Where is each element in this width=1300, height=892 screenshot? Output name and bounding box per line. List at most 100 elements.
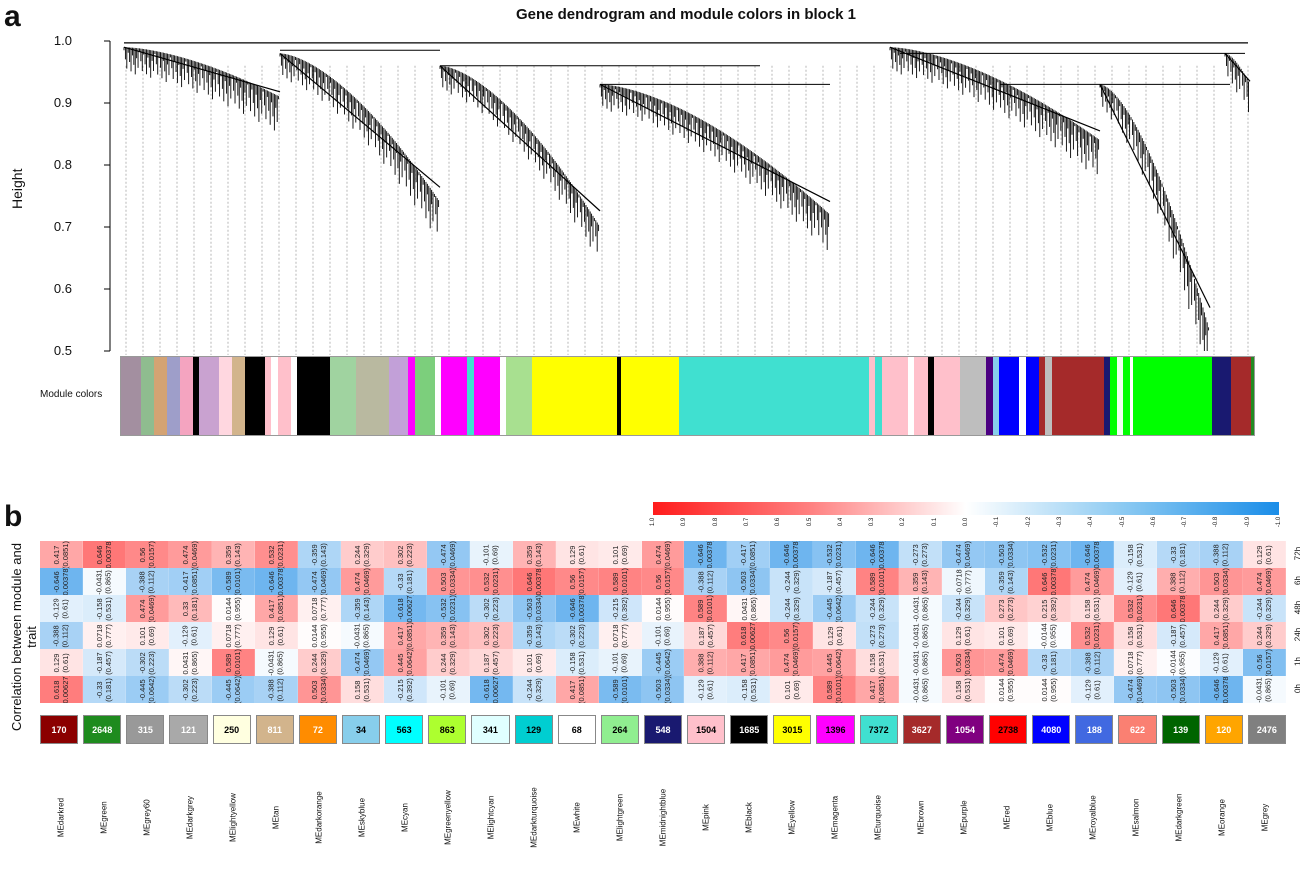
- heatmap-cell: -0.646 (0.00378): [1071, 541, 1115, 568]
- heatmap-cell-value: 0.646 (0.00378): [1040, 568, 1059, 595]
- heatmap-cell-value: -0.618 (0.00627): [481, 676, 500, 703]
- module-color-segment: [927, 357, 935, 435]
- module-color-segment: [271, 357, 278, 435]
- heatmap-cell: -0.215 (0.392): [383, 676, 427, 703]
- heatmap-cell-value: -0.56 (0.0157): [1255, 649, 1274, 676]
- heatmap-cell-value: -0.417 (0.0851): [739, 541, 758, 568]
- heatmap-cell-value: 0.244 (0.329): [1255, 623, 1274, 648]
- legend-tick-label: -0.5: [1119, 516, 1126, 528]
- heatmap-cell: 0.0718 (0.777): [211, 622, 255, 649]
- heatmap-cell: 0.532 (0.0231): [254, 541, 298, 568]
- heatmap-cell-value: -0.532 (0.0231): [438, 595, 457, 622]
- module-name: MEpink: [684, 758, 727, 888]
- heatmap-cell-value: 0.474 (0.0469): [997, 649, 1016, 676]
- heatmap-cell: -0.618 (0.00627): [383, 595, 427, 622]
- heatmap-cell: -0.646 (0.00378): [1200, 676, 1244, 703]
- module-name: MEgrey: [1243, 758, 1286, 888]
- module-color-segment: [960, 357, 987, 435]
- module-name: MEbrown: [899, 758, 942, 888]
- heatmap-cell: 0.0431 (0.865): [727, 595, 771, 622]
- module-size-box: 250: [212, 715, 251, 744]
- module-size-box: 129: [514, 715, 553, 744]
- module-name: MEdarkorange: [298, 758, 341, 888]
- heatmap-cell-value: 0.0718 (0.777): [94, 623, 113, 648]
- module-name: MEwhite: [556, 758, 599, 888]
- heatmap-cell: 0.417 (0.0851): [383, 622, 427, 649]
- heatmap-cell-value: -0.532 (0.0231): [825, 541, 844, 568]
- heatmap-cell: 0.129 (0.61): [1243, 541, 1286, 568]
- heatmap-cell-value: 0.646 (0.00378): [524, 568, 543, 595]
- heatmap-cell-value: 0.388 (0.112): [696, 650, 715, 675]
- heatmap-cell-value: 0.129 (0.61): [825, 625, 844, 646]
- heatmap-cell-value: 0.129 (0.61): [1255, 544, 1274, 565]
- heatmap-cell: -0.474 (0.0469): [942, 541, 986, 568]
- heatmap-cell: -0.129 (0.61): [40, 595, 83, 622]
- heatmap-cell: 0.158 (0.531): [1114, 622, 1158, 649]
- module-name-text: MEgreenyellow: [443, 790, 453, 845]
- heatmap-cell: -0.388 (0.112): [125, 568, 169, 595]
- y-tick-label: 0.6: [53, 281, 72, 296]
- heatmap-cell: -0.129 (0.61): [1200, 649, 1244, 676]
- heatmap-cell-value: 0.129 (0.61): [954, 625, 973, 646]
- heatmap-cell: -0.445 (0.0642): [641, 649, 685, 676]
- heatmap-cell-value: -0.302 (0.223): [180, 677, 199, 702]
- heatmap-cell: -0.359 (0.143): [985, 568, 1029, 595]
- heatmap-cell: 0.445 (0.0642): [383, 649, 427, 676]
- heatmap-cell: -0.532 (0.0231): [426, 595, 470, 622]
- heatmap-cell: 0.474 (0.0469): [770, 649, 814, 676]
- heatmap-cell: 0.56 (0.0157): [770, 622, 814, 649]
- heatmap-cell: 0.244 (0.329): [1200, 595, 1244, 622]
- heatmap-cell-value: -0.244 (0.329): [954, 596, 973, 621]
- heatmap-cell-value: -0.417 (0.0851): [180, 568, 199, 595]
- heatmap-cell: -0.388 (0.112): [254, 676, 298, 703]
- heatmap-cell-value: -0.388 (0.112): [1212, 542, 1231, 567]
- module-color-segment: [907, 357, 915, 435]
- heatmap-cell-value: 0.302 (0.223): [395, 542, 414, 567]
- module-color-segment: [434, 357, 442, 435]
- heatmap-cell: 0.359 (0.143): [426, 622, 470, 649]
- module-color-segment: [1231, 357, 1251, 435]
- module-color-segment: [264, 357, 272, 435]
- module-name: MEsalmon: [1114, 758, 1157, 888]
- module-name: MEyellow: [770, 758, 813, 888]
- module-color-segment: [1051, 357, 1104, 435]
- heatmap-cell: -0.0431 (0.865): [899, 676, 943, 703]
- heatmap-cell-value: 0.532 (0.0231): [1126, 595, 1145, 622]
- heatmap-cell: 0.417 (0.0851): [555, 676, 599, 703]
- heatmap-cell-value: 0.0431 (0.865): [739, 596, 758, 621]
- heatmap-cell: 0.532 (0.0231): [1071, 622, 1115, 649]
- module-name-text: MEblue: [1045, 803, 1055, 832]
- heatmap-cell: -0.359 (0.143): [340, 595, 384, 622]
- heatmap-cell: 0.532 (0.0231): [1114, 595, 1158, 622]
- heatmap-cell-value: 0.0718 (0.777): [309, 596, 328, 621]
- heatmap-cell-value: 0.417 (0.0851): [1212, 622, 1231, 649]
- heatmap-cell: -0.503 (0.0334): [512, 595, 556, 622]
- heatmap-cell-value: 0.129 (0.61): [567, 544, 586, 565]
- module-name-text: MEsalmon: [1131, 798, 1141, 837]
- heatmap-cell: 0.474 (0.0469): [641, 541, 685, 568]
- heatmap-cell: -0.0431 (0.865): [899, 595, 943, 622]
- dendrogram-branch: [279, 52, 441, 188]
- heatmap-cell: 0.417 (0.0851): [254, 595, 298, 622]
- heatmap-cell-value: 0.417 (0.0851): [266, 595, 285, 622]
- heatmap-cell: -0.244 (0.329): [942, 595, 986, 622]
- heatmap-cell: 0.589 (0.0101): [684, 595, 728, 622]
- heatmap-cell-value: -0.101 (0.69): [438, 678, 457, 701]
- heatmap-cell-value: 0.0431 (0.865): [180, 650, 199, 675]
- module-color-segment: [875, 357, 882, 435]
- heatmap-cell-value: -0.0718 (0.777): [954, 568, 973, 595]
- module-name: MEmagenta: [813, 758, 856, 888]
- heatmap-cell-value: 0.56 (0.0157): [137, 541, 156, 568]
- dendrogram-plot: [104, 40, 1251, 355]
- heatmap-cell: -0.273 (0.273): [899, 541, 943, 568]
- heatmap-cell-value: -0.474 (0.0469): [352, 649, 371, 676]
- module-name-text: MEblack: [744, 802, 754, 833]
- heatmap-cell: -0.158 (0.531): [555, 649, 599, 676]
- heatmap-cell: -0.503 (0.0334): [985, 541, 1029, 568]
- module-name-text: MEyellow: [787, 800, 797, 835]
- heatmap-cell: -0.503 (0.0334): [727, 568, 771, 595]
- heatmap-cell-value: -0.359 (0.143): [997, 569, 1016, 594]
- module-name-text: MElightgreen: [615, 793, 625, 842]
- module-name: MElightgreen: [599, 758, 642, 888]
- heatmap-cell: -0.273 (0.273): [856, 622, 900, 649]
